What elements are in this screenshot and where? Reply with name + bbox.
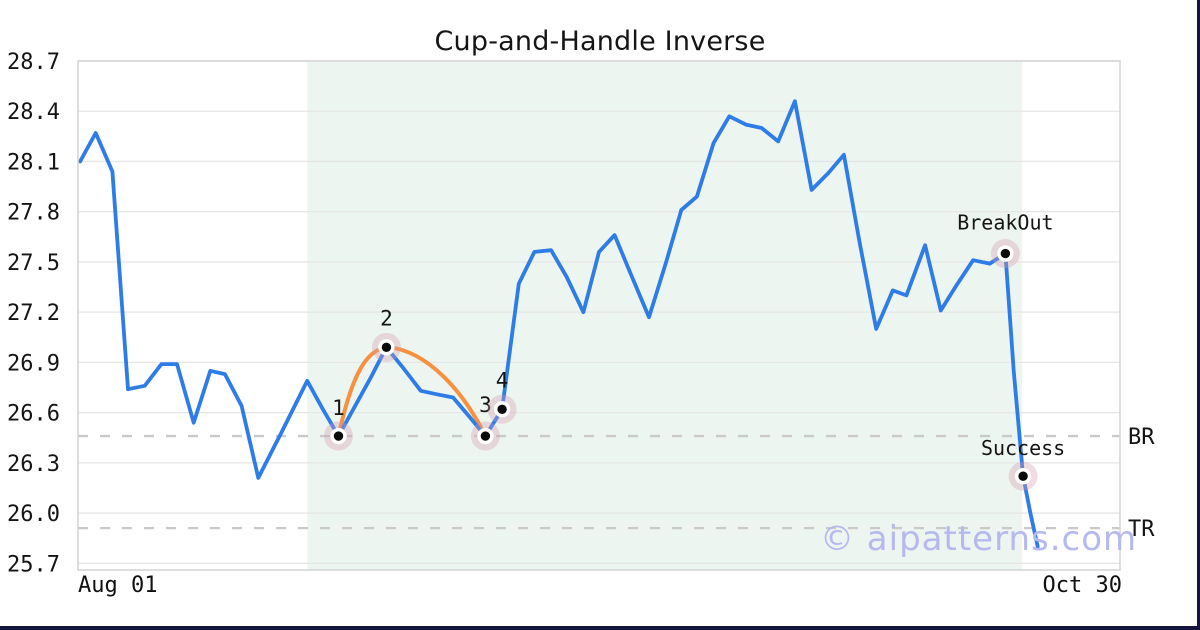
pattern-window-shade xyxy=(307,61,1023,570)
marker-dot-1 xyxy=(333,431,344,441)
y-tick-label: 25.7 xyxy=(7,552,60,577)
y-tick-label: 27.8 xyxy=(7,201,60,226)
right-accent-bar xyxy=(1197,0,1200,630)
y-tick-label: 27.5 xyxy=(7,251,60,276)
plot-border xyxy=(77,60,1121,571)
marker-label-2: 2 xyxy=(380,306,393,330)
level-label-br: BR xyxy=(1128,425,1155,450)
marker-dot-success xyxy=(1018,471,1028,481)
marker-label-3: 3 xyxy=(479,393,492,417)
marker-dot-2 xyxy=(381,342,392,353)
marker-label-success: Success xyxy=(981,436,1065,460)
chart-title: Cup-and-Handle Inverse xyxy=(434,26,766,57)
y-tick-label: 28.4 xyxy=(7,100,60,125)
marker-label-breakout: BreakOut xyxy=(957,211,1053,235)
bottom-accent-bar xyxy=(0,626,1200,630)
level-label-tr: TR xyxy=(1128,517,1155,542)
marker-label-1: 1 xyxy=(332,396,345,420)
marker-label-4: 4 xyxy=(496,368,509,392)
x-axis-label-end: Oct 30 xyxy=(1042,573,1122,598)
y-tick-label: 26.0 xyxy=(7,502,60,527)
x-axis-label-start: Aug 01 xyxy=(78,573,158,598)
y-tick-label: 26.9 xyxy=(7,351,60,376)
price-line xyxy=(78,99,1040,549)
y-tick-label: 27.2 xyxy=(7,301,60,326)
marker-dot-3 xyxy=(480,431,491,441)
y-tick-label: 28.7 xyxy=(7,50,60,75)
marker-dot-4 xyxy=(497,404,507,414)
y-tick-label: 26.6 xyxy=(7,402,60,427)
y-tick-label: 26.3 xyxy=(7,452,60,477)
marker-dot-breakout xyxy=(1000,248,1011,259)
watermark: © aipatterns.com xyxy=(820,519,1138,559)
y-tick-label: 28.1 xyxy=(7,150,60,175)
